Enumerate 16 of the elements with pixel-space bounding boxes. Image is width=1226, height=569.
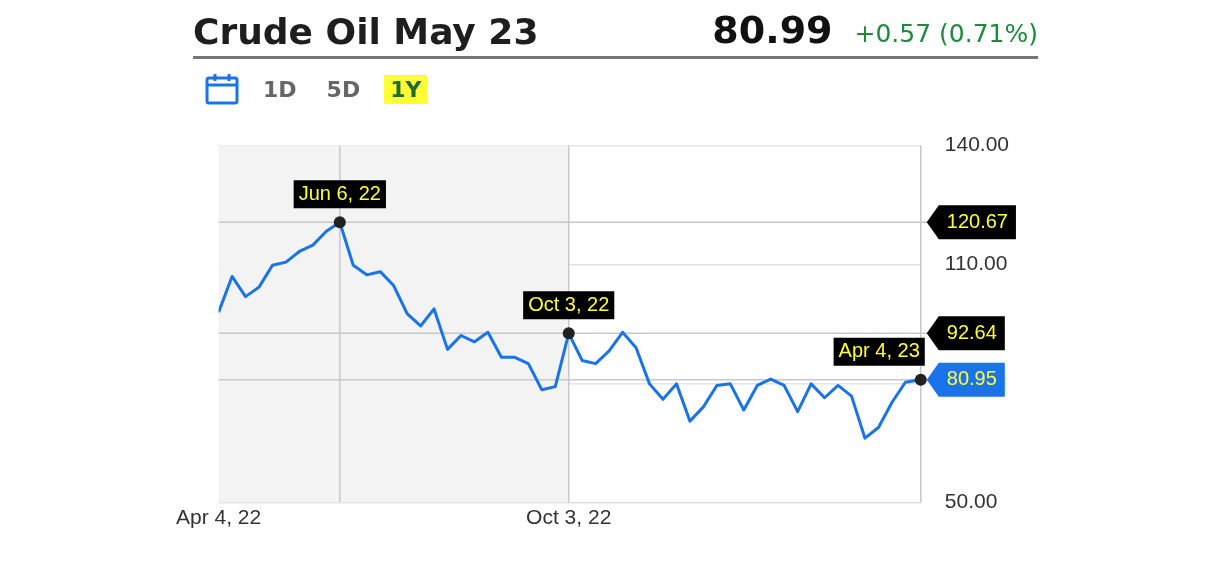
x-tick-label: Apr 4, 22 (175, 504, 262, 528)
text: 1Y (384, 74, 428, 104)
chart-title: Crude Oil May 23 (193, 11, 540, 52)
ref-line-label: 80.95 (946, 367, 997, 390)
text: 1D (262, 75, 298, 104)
ref-line-label: Jun 6, 22 (298, 181, 381, 204)
ref-line-label: 92.64 (946, 320, 997, 343)
text: 80.99 (712, 8, 833, 52)
y-tick-label: 50.00 (944, 489, 998, 513)
y-tick-label: 140.00 (944, 132, 1009, 156)
ref-line-label: Apr 4, 23 (838, 339, 920, 362)
text: +0.57 (0.71%) (854, 19, 1038, 48)
ref-line-label: 120.67 (946, 209, 1008, 232)
text: 5D (325, 75, 362, 104)
y-tick-label: 110.00 (944, 251, 1008, 275)
ref-line-label: Oct 3, 22 (528, 292, 610, 315)
